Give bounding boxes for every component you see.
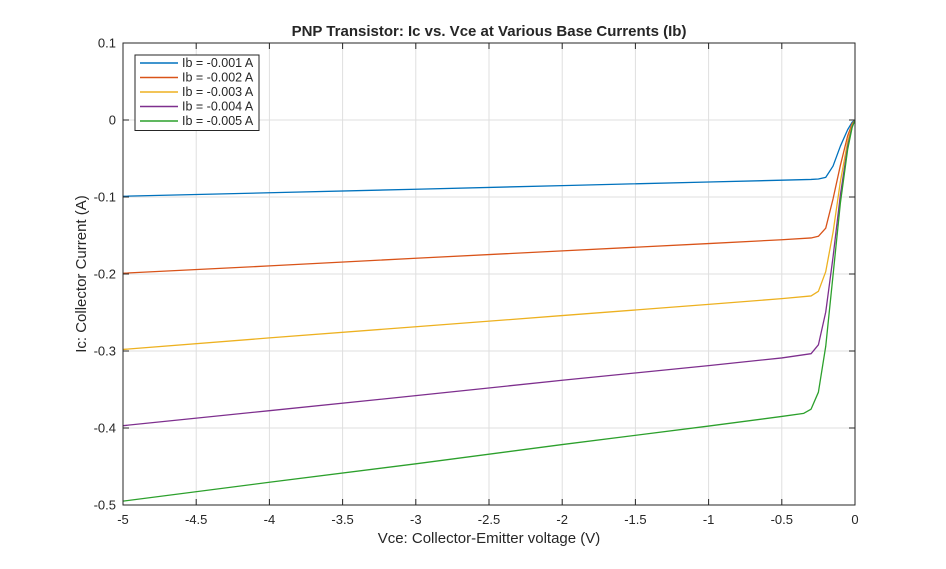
x-tick-labels: -5 -4.5 -4 -3.5 -3 -2.5 -2 -1.5 -1 -0.5 0 [117,512,858,527]
y-tick-labels: -0.5 -0.4 -0.3 -0.2 -0.1 0 0.1 [94,36,116,513]
legend: Ib = -0.001 AIb = -0.002 AIb = -0.003 AI… [134,54,260,131]
legend-label: Ib = -0.004 A [182,100,254,114]
legend-label: Ib = -0.001 A [182,56,254,70]
x-tick-label: 0 [851,512,858,527]
y-axis-label: Ic: Collector Current (A) [73,195,90,353]
y-tick-label: -0.1 [94,190,116,205]
x-tick-label: -3 [410,512,422,527]
legend-box [134,54,260,131]
x-tick-label: -1.5 [624,512,646,527]
legend-label: Ib = -0.005 A [182,114,254,128]
series-line-5 [122,119,856,502]
y-tick-label: 0.1 [98,36,116,51]
x-tick-label: -4.5 [185,512,207,527]
series-line-1 [122,119,856,197]
legend-label: Ib = -0.002 A [182,71,254,85]
x-tick-label: -2 [556,512,568,527]
y-tick-label: -0.4 [94,421,116,436]
y-tick-label: 0 [109,113,116,128]
series-lines [122,119,856,502]
chart-title: PNP Transistor: Ic vs. Vce at Various Ba… [292,23,687,40]
y-tick-label: -0.5 [94,498,116,513]
x-tick-label: -4 [264,512,276,527]
y-tick-label: -0.3 [94,344,116,359]
axis-ticks [122,42,856,506]
y-tick-label: -0.2 [94,267,116,282]
x-tick-label: -0.5 [771,512,793,527]
x-tick-label: -5 [117,512,129,527]
x-tick-label: -1 [703,512,715,527]
x-tick-label: -3.5 [331,512,353,527]
series-line-2 [122,119,856,274]
legend-label: Ib = -0.003 A [182,85,254,99]
x-tick-label: -2.5 [478,512,500,527]
x-axis-label: Vce: Collector-Emitter voltage (V) [378,530,601,547]
series-line-3 [122,119,856,351]
